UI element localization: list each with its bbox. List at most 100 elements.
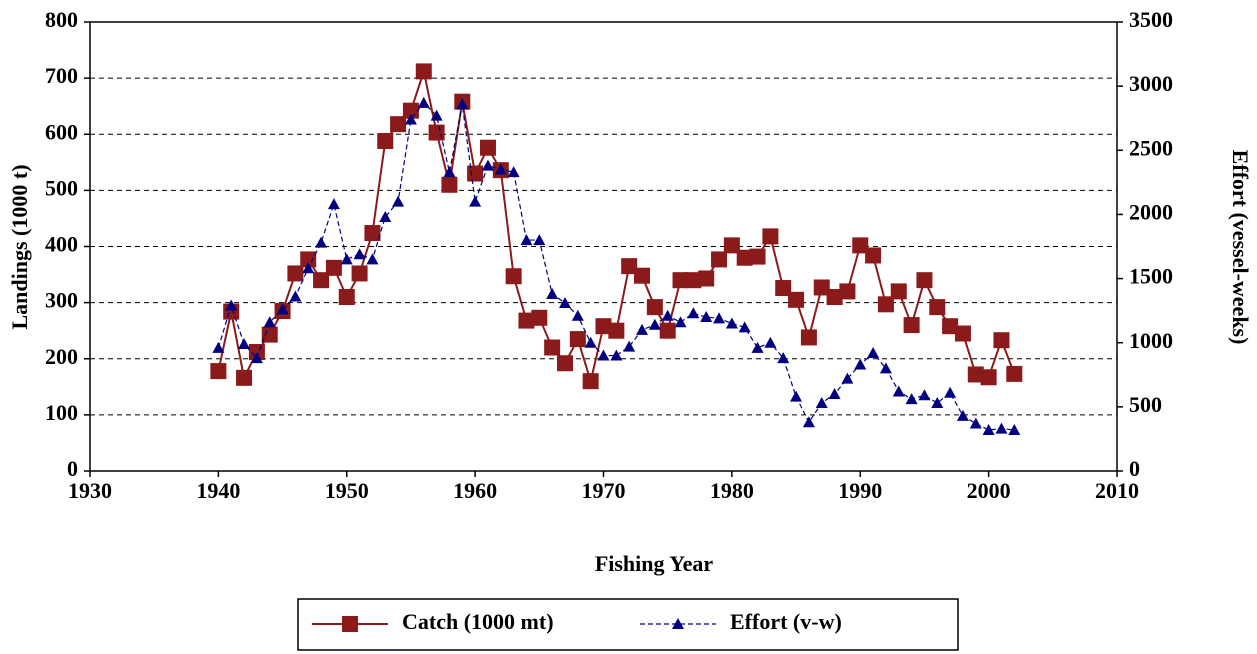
marker (762, 228, 779, 245)
marker (300, 251, 317, 268)
marker (558, 296, 571, 308)
legend-marker (672, 618, 684, 629)
marker (777, 352, 790, 364)
plot-frame (89, 21, 1118, 472)
marker (980, 369, 997, 386)
marker (494, 163, 507, 175)
marker (210, 363, 227, 380)
marker (815, 397, 828, 409)
x-tick-label: 1970 (582, 478, 626, 503)
y2-axis-label: Effort (vessel-weeks) (1228, 150, 1253, 345)
marker (865, 247, 882, 264)
legend-box (297, 598, 959, 651)
marker (571, 309, 584, 321)
marker (723, 237, 740, 254)
marker (918, 389, 931, 401)
marker (428, 124, 445, 141)
marker (1008, 423, 1021, 435)
marker (738, 321, 751, 333)
marker (854, 358, 867, 370)
marker (546, 287, 559, 299)
y2-tick-label: 1000 (1129, 328, 1173, 353)
marker (327, 198, 340, 210)
x-tick-label: 1990 (838, 478, 882, 503)
y2-tick-label: 0 (1129, 456, 1140, 481)
marker (353, 248, 366, 260)
marker (956, 409, 969, 421)
marker (700, 311, 713, 323)
x-tick-label: 1930 (68, 478, 112, 503)
marker (687, 307, 700, 319)
marker (338, 289, 355, 306)
legend-marker (342, 616, 358, 632)
marker (556, 355, 573, 372)
marker (969, 417, 982, 429)
series-line (217, 101, 1015, 431)
marker (646, 299, 663, 316)
marker (441, 176, 458, 193)
marker (250, 352, 263, 364)
y2-tick-label: 500 (1129, 392, 1162, 417)
marker (764, 336, 777, 348)
y-tick-label: 600 (45, 119, 78, 144)
marker (610, 349, 623, 361)
marker (415, 63, 432, 80)
marker (377, 132, 394, 149)
marker (698, 270, 715, 287)
marker (648, 318, 661, 330)
marker (636, 323, 649, 335)
marker (788, 291, 805, 308)
marker (481, 159, 494, 171)
marker (852, 237, 869, 254)
marker (749, 248, 766, 265)
marker (276, 303, 289, 315)
marker (225, 299, 238, 311)
marker (672, 272, 689, 289)
marker (982, 423, 995, 435)
marker (456, 98, 469, 110)
marker (826, 289, 843, 306)
marker (289, 290, 302, 302)
x-tick-label: 1980 (710, 478, 754, 503)
marker (390, 116, 407, 133)
marker (351, 265, 368, 282)
marker (469, 195, 482, 207)
marker (916, 272, 933, 289)
marker (584, 336, 597, 348)
marker (236, 369, 253, 386)
marker (340, 253, 353, 265)
marker (674, 316, 687, 328)
marker (711, 251, 728, 268)
marker (430, 109, 443, 121)
marker (993, 332, 1010, 349)
marker (634, 267, 651, 284)
marker (608, 322, 625, 339)
marker (903, 317, 920, 334)
y2-tick-label: 3500 (1129, 7, 1173, 32)
marker (212, 341, 225, 353)
marker (379, 210, 392, 222)
x-axis-label: Fishing Year (595, 551, 714, 576)
marker (597, 349, 610, 361)
marker (942, 318, 959, 335)
y-tick-label: 300 (45, 288, 78, 313)
marker (479, 139, 496, 156)
marker (520, 234, 533, 246)
x-tick-label: 1950 (325, 478, 369, 503)
marker (751, 341, 764, 353)
marker (505, 268, 522, 285)
marker (582, 373, 599, 390)
marker (533, 234, 546, 246)
y-tick-label: 200 (45, 344, 78, 369)
y2-tick-label: 3000 (1129, 71, 1173, 96)
marker (813, 279, 830, 296)
y2-tick-label: 1500 (1129, 264, 1173, 289)
marker (261, 326, 278, 343)
marker (404, 113, 417, 125)
marker (892, 385, 905, 397)
marker (287, 265, 304, 282)
marker (775, 280, 792, 297)
y2-tick-label: 2500 (1129, 135, 1173, 160)
marker (828, 388, 841, 400)
